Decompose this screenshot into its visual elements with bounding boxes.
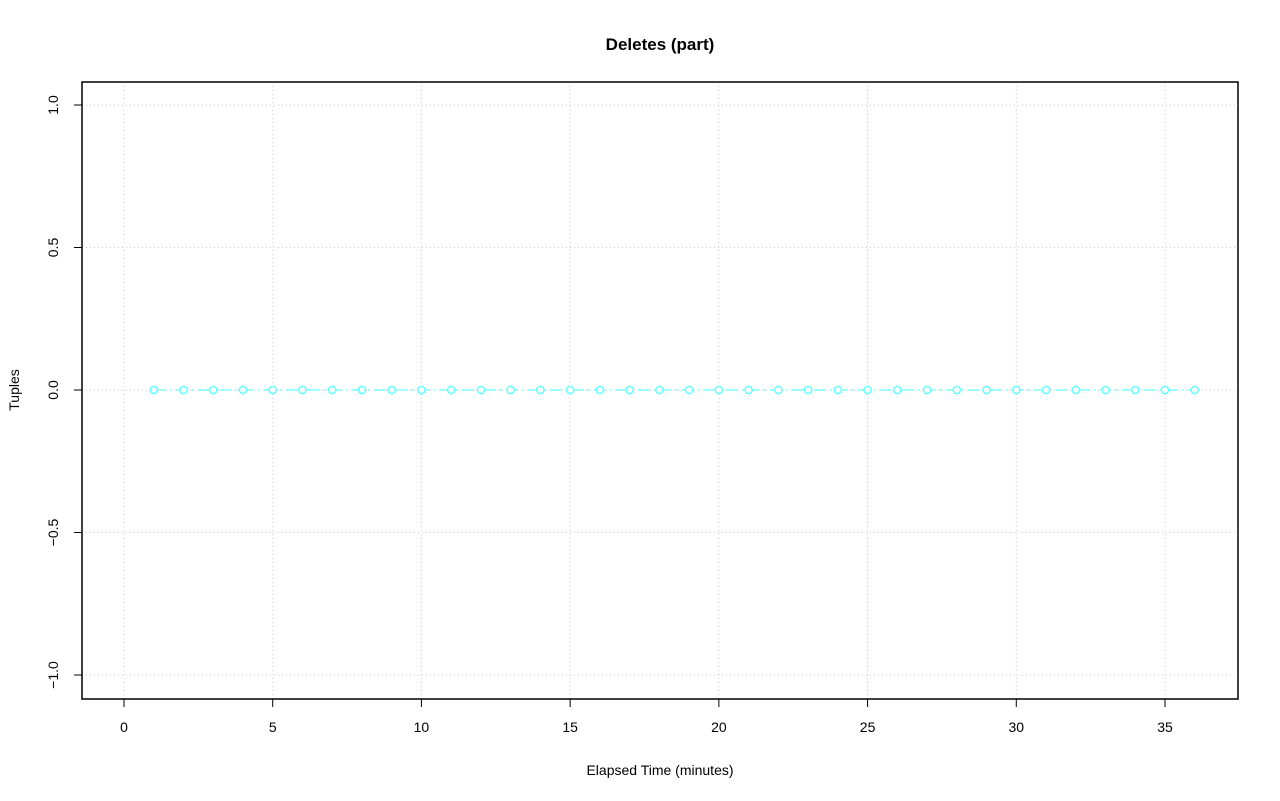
chart-title: Deletes (part) <box>606 35 715 54</box>
x-tick-label: 15 <box>562 719 578 735</box>
data-point <box>655 385 664 395</box>
x-tick-label: 0 <box>120 719 128 735</box>
data-point <box>357 385 367 395</box>
y-tick-label: −1.0 <box>45 661 61 689</box>
data-point <box>268 385 278 395</box>
data-point <box>744 385 753 395</box>
data-point <box>149 385 159 395</box>
x-axis: 0 5 10 15 20 25 30 35 <box>120 698 1173 735</box>
data-point <box>1011 385 1021 395</box>
data-point <box>1160 385 1170 395</box>
data-point <box>417 385 426 395</box>
data-point <box>833 385 843 395</box>
x-axis-label: Elapsed Time (minutes) <box>586 762 733 778</box>
data-point <box>565 385 575 395</box>
y-axis-label: Tuples <box>6 369 22 411</box>
x-tick-label: 5 <box>269 719 277 735</box>
series-layer <box>149 385 1200 395</box>
data-point <box>714 385 724 395</box>
data-point <box>684 385 694 395</box>
data-point <box>952 385 962 395</box>
data-point <box>595 385 605 395</box>
x-tick-label: 35 <box>1157 719 1173 735</box>
data-point <box>803 385 813 395</box>
data-point <box>1190 385 1200 395</box>
data-point <box>773 385 783 395</box>
data-point <box>298 385 307 395</box>
y-axis: −1.0 −0.5 0.0 0.5 1.0 <box>45 95 83 689</box>
data-point <box>892 385 902 395</box>
data-point <box>922 385 932 395</box>
data-point <box>208 385 218 395</box>
data-point <box>863 385 872 395</box>
data-point <box>238 385 248 395</box>
data-point <box>982 385 991 395</box>
data-point <box>387 385 397 395</box>
y-tick-label: 0.0 <box>45 380 61 400</box>
x-tick-label: 30 <box>1008 719 1024 735</box>
x-tick-label: 25 <box>860 719 876 735</box>
x-tick-label: 10 <box>414 719 430 735</box>
y-tick-label: 0.5 <box>45 238 61 258</box>
data-point <box>1071 385 1081 395</box>
y-tick-label: −0.5 <box>45 518 61 546</box>
data-point <box>327 385 337 395</box>
data-point <box>446 385 456 395</box>
data-point <box>476 385 486 395</box>
data-point <box>1130 385 1140 395</box>
data-point <box>1041 385 1051 395</box>
data-point <box>536 385 545 395</box>
data-point <box>1101 385 1110 395</box>
x-tick-label: 20 <box>711 719 727 735</box>
data-point <box>179 385 188 395</box>
y-tick-label: 1.0 <box>45 95 61 115</box>
data-point <box>625 385 634 395</box>
data-point <box>506 385 516 395</box>
